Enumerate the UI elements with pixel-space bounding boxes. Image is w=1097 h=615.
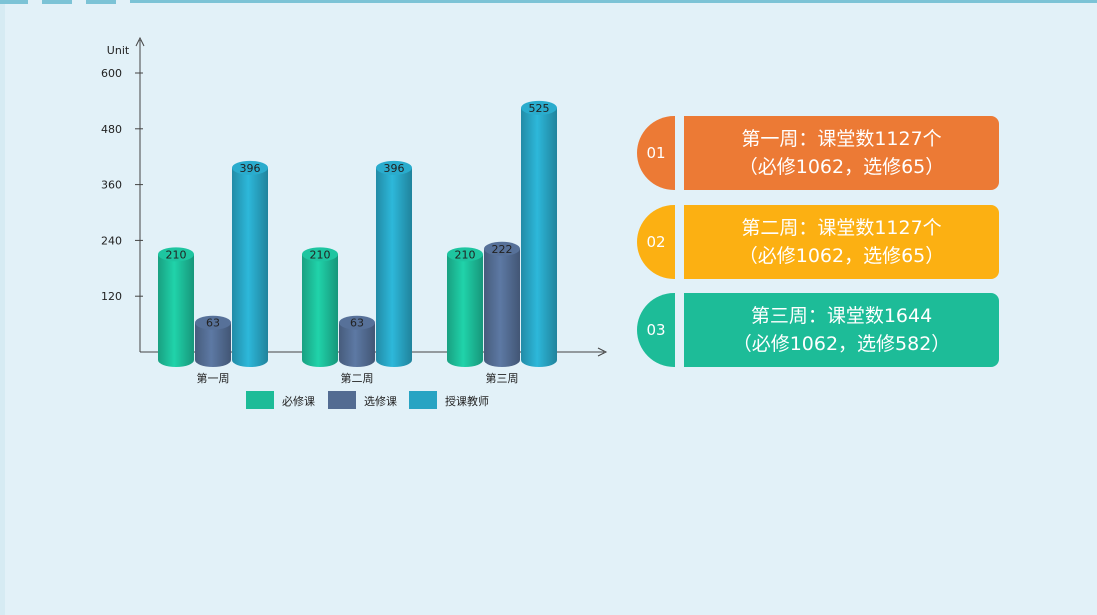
top-decoration-line [130, 0, 1097, 3]
card-line-1: 第一周：课堂数1127个 [741, 127, 942, 150]
bar-value-label: 63 [206, 317, 220, 330]
bar-top [521, 100, 557, 115]
bar-body [302, 254, 338, 367]
card-number-badge: 03 [637, 293, 675, 367]
bar-body [447, 254, 483, 367]
top-decoration-segment [42, 0, 72, 4]
bar-top [339, 315, 375, 330]
legend-swatch [328, 391, 356, 409]
card-number-badge: 02 [637, 205, 675, 279]
y-tick-label: 240 [101, 234, 122, 247]
y-tick-label: 120 [101, 290, 122, 303]
y-tick-label: 480 [101, 123, 122, 136]
bar-body [158, 254, 194, 367]
top-decoration [0, 0, 1097, 6]
bar-body [232, 167, 268, 367]
legend-swatch [246, 391, 274, 409]
summary-card: 02 第二周：课堂数1127个 （必修1062，选修65） [637, 205, 999, 279]
card-number-badge: 01 [637, 116, 675, 190]
bar-top [302, 247, 338, 262]
legend-label: 选修课 [364, 394, 397, 408]
bar-value-label: 210 [166, 248, 187, 261]
bar-top [376, 160, 412, 175]
y-tick-label: 360 [101, 179, 122, 192]
card-line-2: （必修1062，选修65） [738, 245, 945, 267]
x-category-label: 第一周 [197, 371, 230, 385]
bar-value-label: 396 [384, 162, 405, 175]
summary-card: 01 第一周：课堂数1127个 （必修1062，选修65） [637, 116, 999, 190]
bar-value-label: 396 [240, 162, 261, 175]
bar-body [521, 107, 557, 367]
legend-label: 必修课 [282, 394, 315, 408]
bar-value-label: 210 [310, 248, 331, 261]
bar-body [376, 167, 412, 367]
legend-swatch [409, 391, 437, 409]
frame-left-edge [0, 0, 5, 615]
bar-value-label: 222 [492, 243, 513, 256]
bar-chart: Unit 120 240 360 480 600 210 63 396 第一周 210 63 396 第二… [101, 36, 608, 409]
legend-label: 授课教师 [445, 394, 489, 408]
bar-top [232, 160, 268, 175]
bar-top [195, 315, 231, 330]
x-axis-arrow [597, 347, 608, 357]
top-decoration-segment [86, 0, 116, 4]
card-line-2: （必修1062，选修65） [738, 156, 945, 178]
bar-value-label: 525 [529, 102, 550, 115]
bar-top [484, 241, 520, 256]
x-category-label: 第三周 [486, 371, 519, 385]
card-text: 第三周：课堂数1644 （必修1062，选修582） [684, 293, 999, 367]
y-axis-unit-label: Unit [107, 44, 130, 57]
card-line-1: 第三周：课堂数1644 [750, 304, 933, 327]
card-text: 第一周：课堂数1127个 （必修1062，选修65） [684, 116, 999, 190]
y-axis-arrow [135, 36, 145, 47]
x-category-label: 第二周 [341, 371, 374, 385]
top-decoration-segment [0, 0, 28, 4]
y-tick-label: 600 [101, 67, 122, 80]
card-text: 第二周：课堂数1127个 （必修1062，选修65） [684, 205, 999, 279]
bar-top [158, 247, 194, 262]
summary-card: 03 第三周：课堂数1644 （必修1062，选修582） [637, 293, 999, 367]
bar-body [484, 248, 520, 367]
bar-value-label: 210 [455, 248, 476, 261]
bar-top [447, 247, 483, 262]
bar-value-label: 63 [350, 317, 364, 330]
bar-body [339, 322, 375, 367]
card-line-2: （必修1062，选修582） [732, 333, 951, 355]
bar-body [195, 322, 231, 367]
card-line-1: 第二周：课堂数1127个 [741, 216, 942, 239]
